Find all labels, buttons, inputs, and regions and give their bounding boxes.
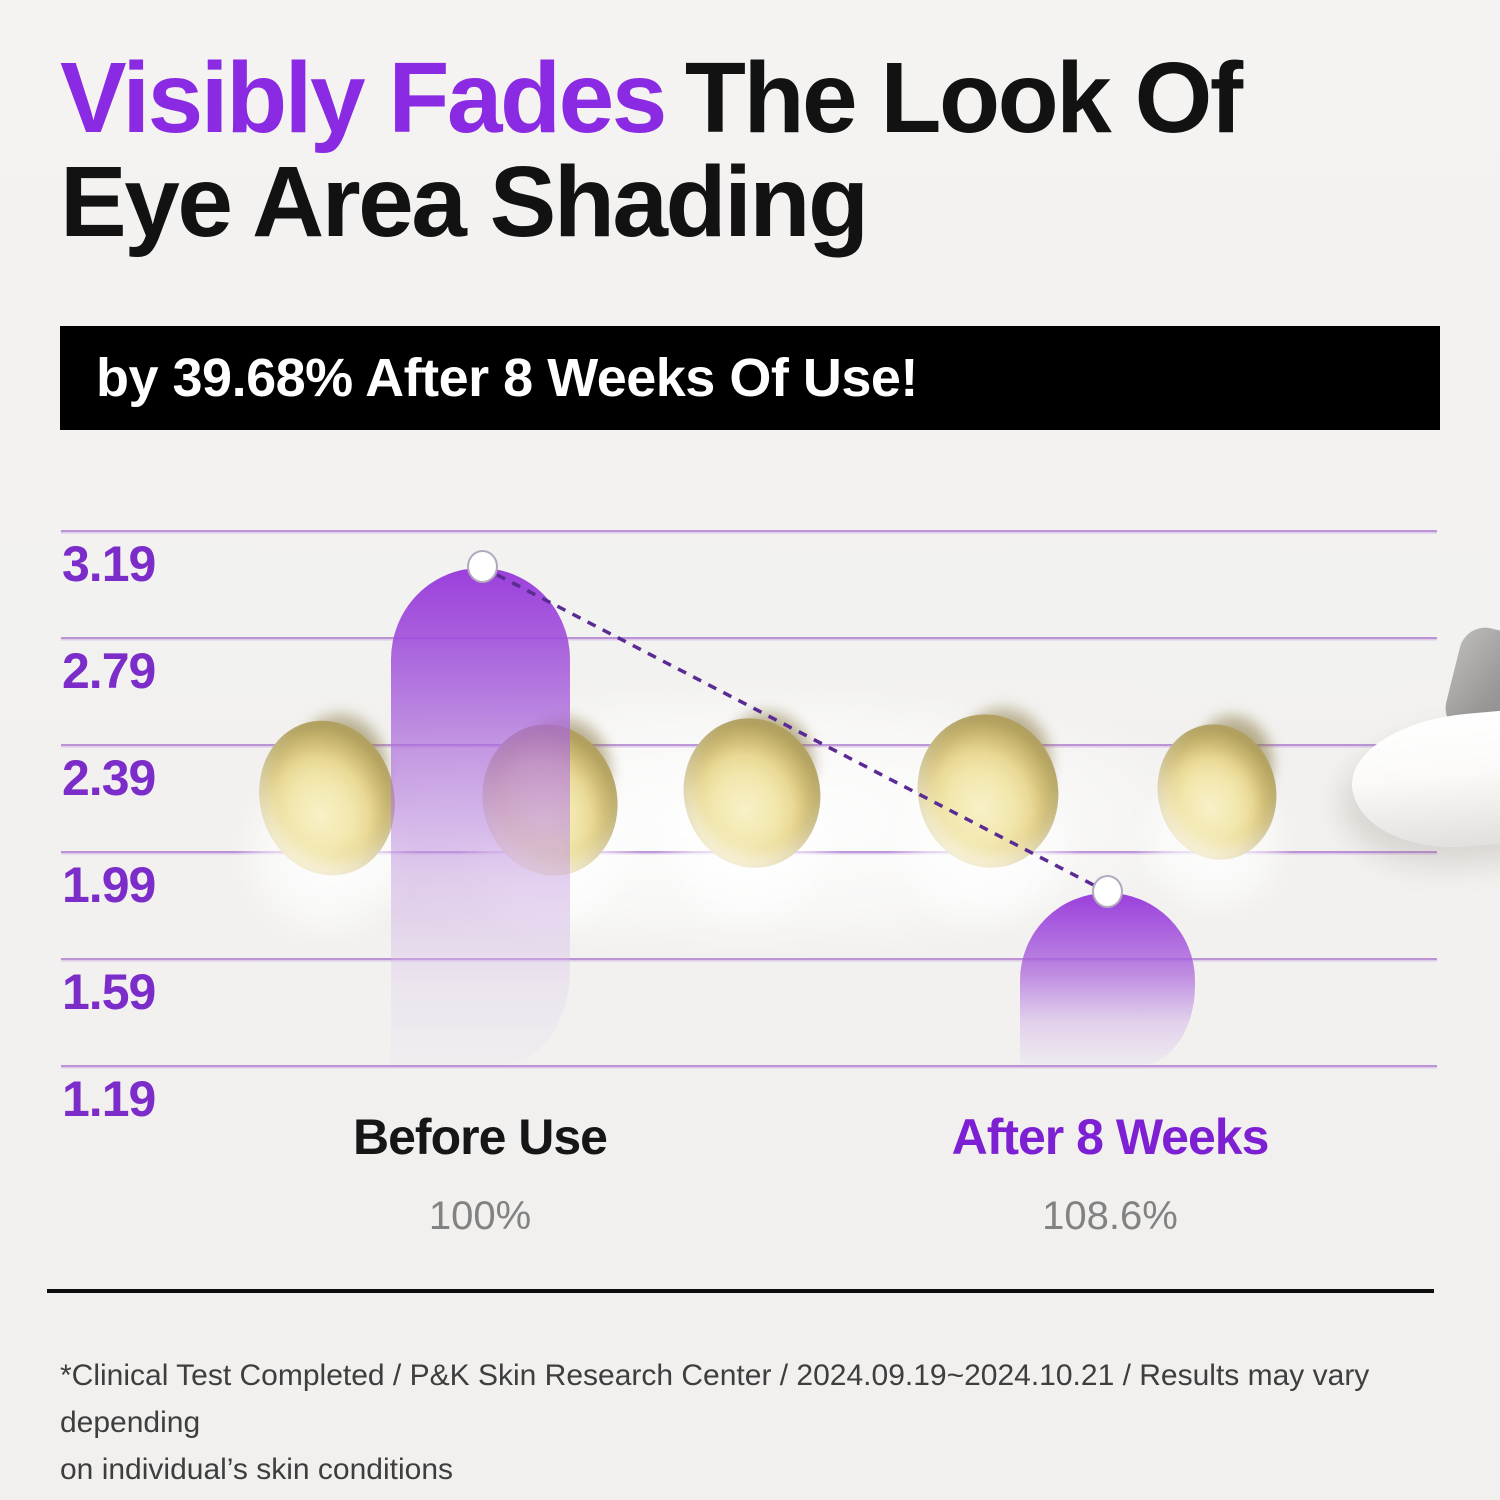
title-line1-rest: The Look Of xyxy=(684,42,1243,154)
gridline-3-19: 3.19 xyxy=(61,530,1437,589)
ytick-label: 1.19 xyxy=(62,1071,156,1127)
data-point-marker-before xyxy=(467,550,498,583)
bar-after-8-weeks xyxy=(1020,893,1195,1065)
data-point-marker-after xyxy=(1092,875,1123,908)
category-label-after-8-weeks: After 8 Weeks xyxy=(951,1109,1270,1165)
bar-before-use xyxy=(391,568,570,1065)
claim-banner: by 39.68% After 8 Weeks Of Use! xyxy=(60,326,1440,430)
title-line2: Eye Area Shading xyxy=(60,146,869,258)
percent-label-after: 108.6% xyxy=(1042,1194,1178,1238)
capsule-photo-5 xyxy=(1088,678,1355,945)
footnote: *Clinical Test Completed / P&K Skin Rese… xyxy=(60,1352,1440,1493)
footer-divider xyxy=(47,1289,1434,1293)
title-highlight: Visibly Fades xyxy=(60,42,667,154)
ytick-label: 1.59 xyxy=(62,964,156,1020)
ytick-label: 2.39 xyxy=(62,750,156,806)
ytick-label: 1.99 xyxy=(62,857,156,913)
ytick-label: 3.19 xyxy=(62,536,156,592)
capsule-photo-1 xyxy=(176,662,490,978)
page-title: Visibly Fades The Look Of Eye Area Shadin… xyxy=(60,46,1243,258)
gridline-2-79: 2.79 xyxy=(61,637,1437,696)
title-line1: Visibly Fades The Look Of xyxy=(60,46,1243,150)
ytick-label: 2.79 xyxy=(62,643,156,699)
gridline-1-19: 1.19 xyxy=(61,1065,1437,1124)
capsule-photo-3 xyxy=(603,664,911,964)
percent-label-before: 100% xyxy=(428,1194,532,1238)
category-label-before-use: Before Use xyxy=(353,1109,608,1165)
claim-banner-text: by 39.68% After 8 Weeks Of Use! xyxy=(96,348,918,408)
footnote-line1: *Clinical Test Completed / P&K Skin Rese… xyxy=(60,1359,1370,1439)
gridline-1-59: 1.59 xyxy=(61,958,1437,1017)
footnote-line2: on individual’s skin conditions xyxy=(60,1453,454,1486)
capsule-photo-4 xyxy=(834,659,1152,967)
